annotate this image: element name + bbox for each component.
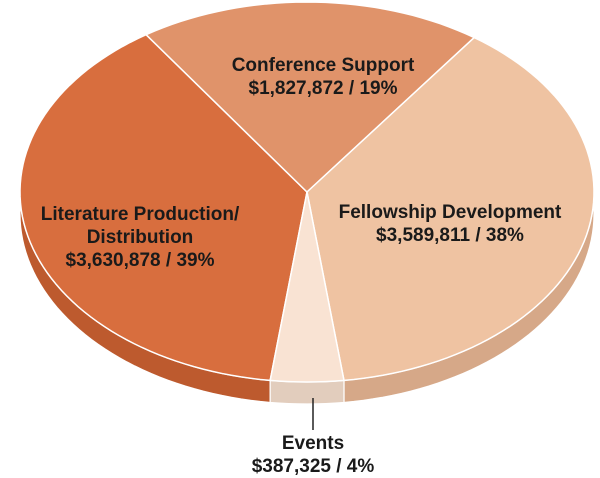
slice-name: Conference Support xyxy=(231,55,415,76)
slice-value: $3,630,878 / 39% xyxy=(65,250,215,271)
slice-side xyxy=(269,379,345,405)
slice xyxy=(19,33,308,382)
slice-name: Events xyxy=(281,433,345,454)
label: Conference Support $1,827,872 / 19% xyxy=(183,54,463,100)
slice-value: $387,325 / 4% xyxy=(251,456,375,477)
slice xyxy=(144,1,476,194)
slice-value: $3,589,811 / 38% xyxy=(376,225,524,246)
label: Events $387,325 / 4% xyxy=(213,432,413,478)
slice xyxy=(269,191,345,383)
slice xyxy=(306,36,595,382)
slice-name: Literature Production/ Distribution xyxy=(40,204,240,248)
label: Fellowship Development $3,589,811 / 38% xyxy=(305,201,595,247)
slice-value: $1,827,872 / 19% xyxy=(248,78,398,99)
slice-name: Fellowship Development xyxy=(338,202,562,223)
label: Literature Production/ Distribution $3,6… xyxy=(30,203,250,272)
